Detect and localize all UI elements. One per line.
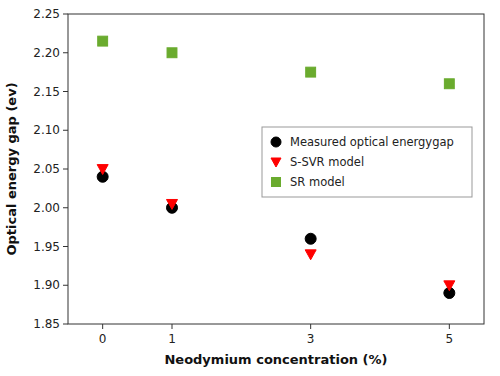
y-tick-label: 2.20 — [33, 46, 60, 60]
y-tick — [63, 285, 68, 286]
y-tick — [63, 324, 68, 325]
x-tick — [449, 324, 450, 329]
legend-marker — [271, 137, 281, 147]
point — [98, 36, 108, 46]
x-axis-label: Neodymium concentration (%) — [164, 352, 387, 367]
y-tick — [63, 169, 68, 170]
y-tick-label: 2.05 — [33, 162, 60, 176]
y-tick — [63, 246, 68, 247]
y-tick — [63, 52, 68, 53]
y-tick-label: 1.95 — [33, 240, 60, 254]
x-tick — [102, 324, 103, 329]
point — [306, 67, 316, 77]
chart: 0 1 3 5 1.85 1.90 1.95 2.00 2.05 2.10 2.15 2.20 2.25… — [0, 0, 500, 376]
y-tick — [63, 14, 68, 15]
x-tick-label: 1 — [168, 332, 176, 346]
legend: Measured optical energygap S-SVR model SR … — [262, 127, 472, 197]
point — [167, 48, 177, 58]
y-tick — [63, 91, 68, 92]
y-tick-label: 2.15 — [33, 85, 60, 99]
point — [444, 79, 454, 89]
legend-box — [262, 127, 472, 197]
y-tick — [63, 130, 68, 131]
x-tick-label: 3 — [307, 332, 315, 346]
point — [305, 250, 316, 260]
x-tick — [310, 324, 311, 329]
y-tick-label: 1.85 — [33, 317, 60, 331]
point — [444, 281, 455, 291]
plot-frame — [68, 14, 484, 324]
x-tick — [172, 324, 173, 329]
y-tick-label: 1.90 — [33, 278, 60, 292]
legend-label: Measured optical energygap — [290, 135, 454, 149]
y-tick-label: 2.10 — [33, 123, 60, 137]
legend-marker — [271, 158, 281, 167]
point — [167, 199, 178, 209]
x-tick-label: 5 — [446, 332, 454, 346]
y-axis-label: Optical energy gap (ev) — [4, 82, 19, 255]
y-tick — [63, 207, 68, 208]
x-tick-label: 0 — [99, 332, 107, 346]
legend-label: SR model — [290, 175, 345, 189]
point — [97, 165, 108, 175]
point — [305, 233, 316, 244]
legend-label: S-SVR model — [290, 155, 364, 169]
y-tick-label: 2.25 — [33, 7, 60, 21]
y-tick-label: 2.00 — [33, 201, 60, 215]
legend-marker — [272, 178, 281, 187]
